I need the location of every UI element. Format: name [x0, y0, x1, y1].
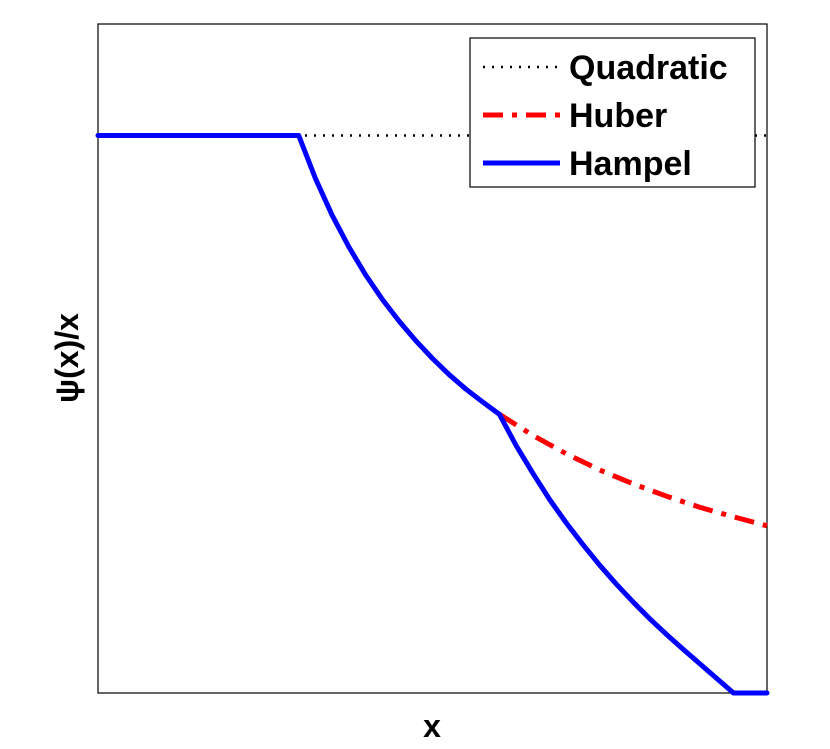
legend-label-quadratic: Quadratic: [569, 49, 728, 87]
series-line-hampel: [95, 133, 770, 696]
legend-items: Quadratic Huber Hampel: [483, 49, 728, 183]
series-layer: [95, 133, 770, 696]
series-line-huber: [498, 412, 768, 529]
legend-label-huber: Huber: [569, 97, 667, 135]
y-axis-label: ψ(x)/x: [49, 313, 85, 403]
x-axis-label: x: [423, 708, 441, 744]
legend-label-hampel: Hampel: [569, 145, 692, 183]
legend: Quadratic Huber Hampel: [469, 37, 756, 188]
